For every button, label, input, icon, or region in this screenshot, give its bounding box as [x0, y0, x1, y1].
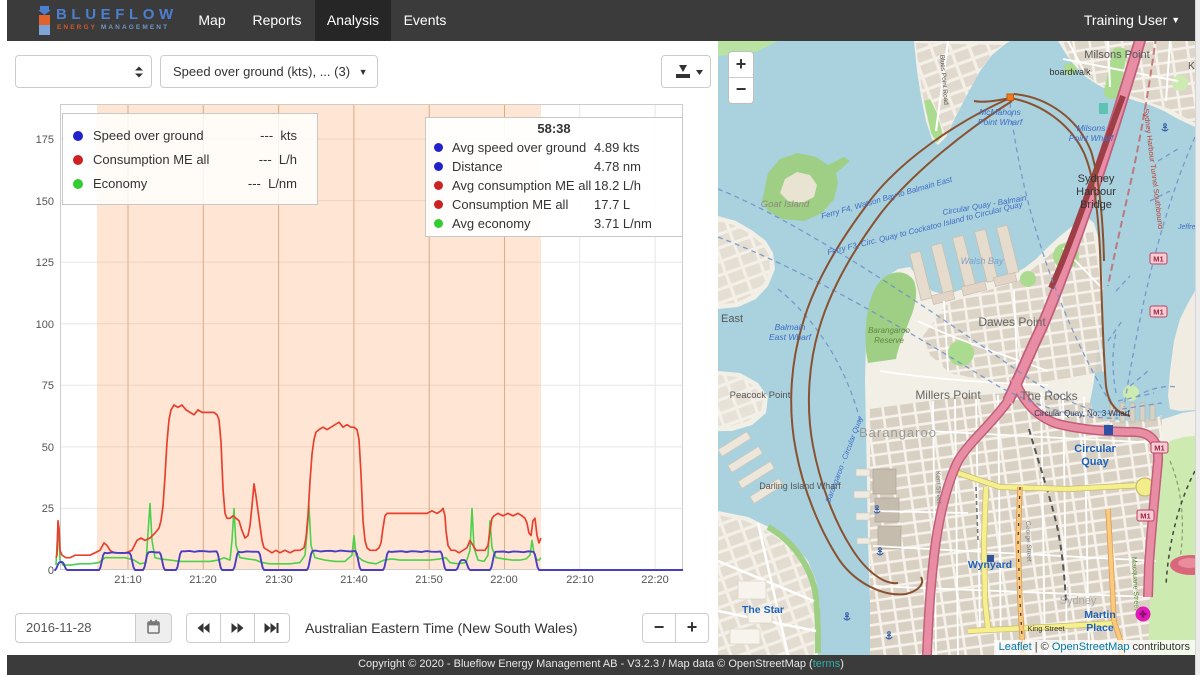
svg-text:Circular Quay, No. 3 Wharf: Circular Quay, No. 3 Wharf [1034, 409, 1130, 418]
svg-text:East: East [721, 313, 743, 325]
svg-text:King Street: King Street [1027, 624, 1065, 633]
svg-text:Bridge: Bridge [1080, 199, 1112, 211]
svg-text:Sydney: Sydney [1078, 173, 1115, 185]
svg-text:Martin: Martin [1084, 609, 1116, 621]
svg-text:Jeffrey St: Jeffrey St [1177, 224, 1195, 231]
svg-text:100: 100 [36, 319, 54, 331]
svg-text:Balmain: Balmain [775, 322, 806, 332]
svg-text:21:50: 21:50 [415, 574, 443, 586]
svg-text:Barangaroo: Barangaroo [859, 425, 937, 440]
svg-text:0: 0 [48, 565, 54, 577]
svg-text:Quay: Quay [1081, 456, 1109, 468]
svg-text:21:10: 21:10 [114, 574, 142, 586]
svg-text:Wynyard: Wynyard [968, 559, 1012, 571]
svg-text:125: 125 [36, 257, 54, 269]
svg-text:Blues Point Road: Blues Point Road [938, 55, 949, 106]
svg-text:Circular: Circular [1074, 443, 1116, 455]
svg-text:Walsh Bay: Walsh Bay [961, 256, 1004, 266]
svg-text:Harbour: Harbour [1076, 186, 1116, 198]
svg-text:22:00: 22:00 [490, 574, 518, 586]
svg-text:George Street: George Street [1024, 521, 1032, 562]
svg-text:Darling Island Wharf: Darling Island Wharf [759, 481, 841, 491]
svg-text:boardwalk: boardwalk [1049, 67, 1091, 77]
svg-text:Millers Point: Millers Point [915, 388, 981, 402]
svg-text:21:30: 21:30 [265, 574, 293, 586]
svg-text:21:40: 21:40 [340, 574, 368, 586]
svg-text:Dawes Point: Dawes Point [978, 315, 1046, 329]
svg-text:Milsons Point: Milsons Point [1084, 49, 1149, 61]
svg-text:Peacock Point: Peacock Point [730, 390, 791, 401]
svg-text:The Rocks: The Rocks [1020, 389, 1077, 403]
svg-text:East Wharf: East Wharf [769, 332, 813, 342]
svg-text:Sydney: Sydney [1060, 595, 1097, 607]
svg-text:Macquarie Street: Macquarie Street [1130, 557, 1140, 611]
svg-text:Kent Street: Kent Street [934, 471, 942, 504]
svg-text:50: 50 [42, 442, 54, 454]
svg-text:Reserve: Reserve [874, 336, 904, 345]
svg-text:175: 175 [36, 134, 54, 146]
svg-text:The Star: The Star [742, 604, 784, 616]
svg-text:Barangaroo: Barangaroo [868, 326, 910, 335]
svg-text:Place: Place [1086, 622, 1114, 634]
svg-text:Milsons: Milsons [1077, 123, 1107, 133]
svg-text:M1: M1 [1140, 512, 1150, 521]
svg-text:150: 150 [36, 196, 54, 208]
svg-text:Point Wharf: Point Wharf [1069, 133, 1115, 143]
svg-text:22:20: 22:20 [641, 574, 669, 586]
svg-text:McMahons: McMahons [979, 107, 1021, 117]
svg-text:M1: M1 [1153, 255, 1163, 264]
svg-text:Goat Island: Goat Island [761, 199, 810, 210]
svg-text:Point Wharf: Point Wharf [978, 117, 1024, 127]
svg-text:M1: M1 [1154, 444, 1164, 453]
svg-text:25: 25 [42, 503, 54, 515]
svg-text:22:10: 22:10 [566, 574, 594, 586]
svg-text:75: 75 [42, 380, 54, 392]
svg-text:M1: M1 [1153, 308, 1163, 317]
svg-text:21:20: 21:20 [189, 574, 217, 586]
svg-text:K: K [1188, 61, 1195, 72]
